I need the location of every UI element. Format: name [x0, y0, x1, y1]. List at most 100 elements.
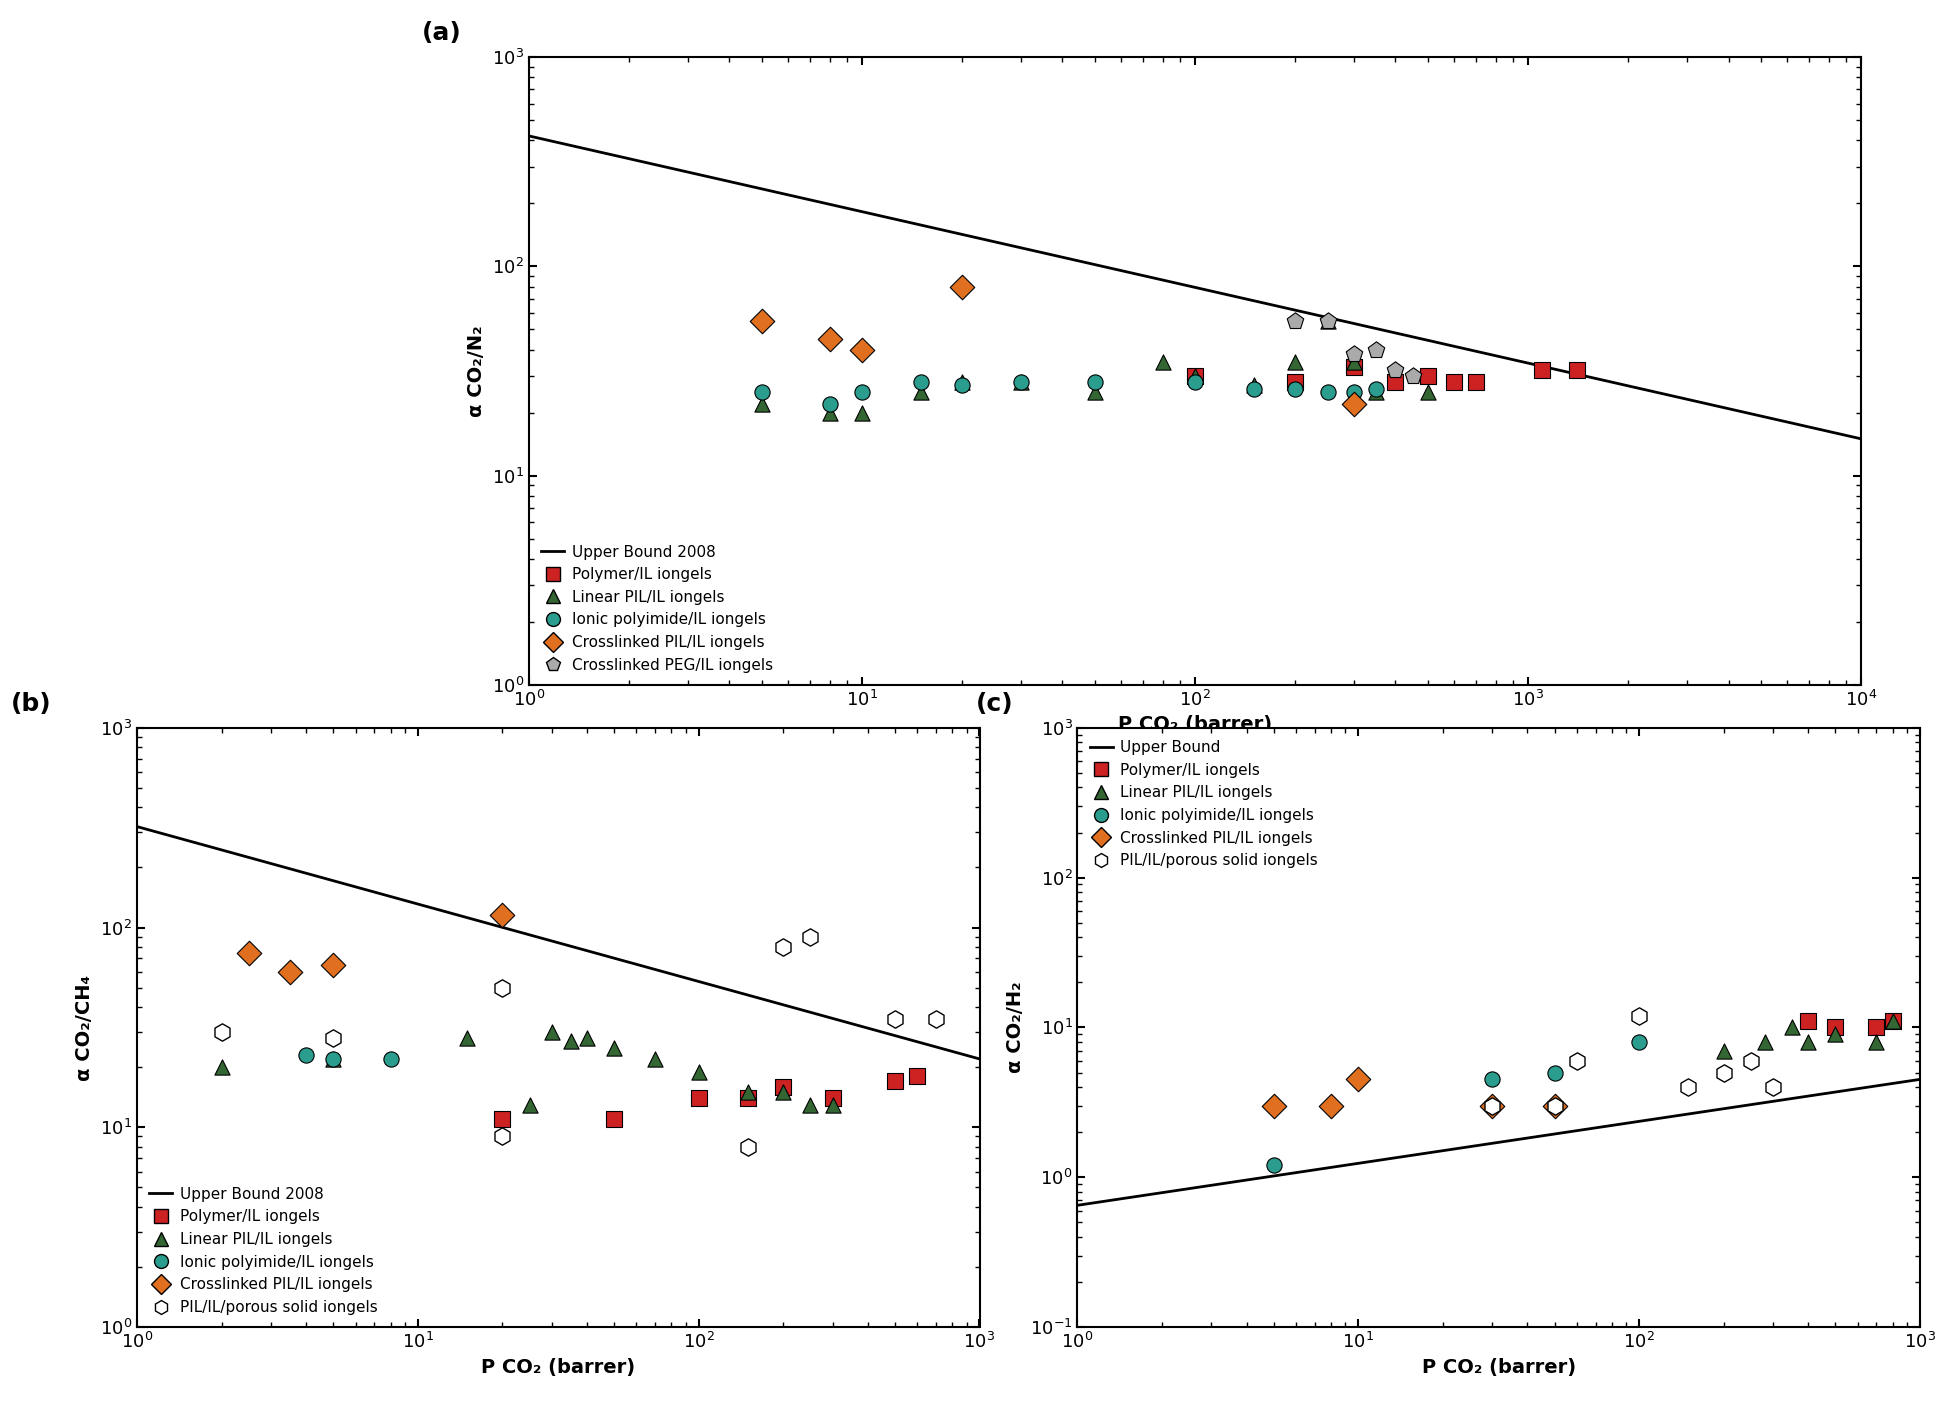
Point: [274, 960, 306, 983]
Point: [317, 1047, 349, 1070]
Legend: Upper Bound 2008, Polymer/IL iongels, Linear PIL/IL iongels, Ionic polyimide/IL : Upper Bound 2008, Polymer/IL iongels, Li…: [537, 539, 778, 678]
Point: [1461, 371, 1493, 394]
Point: [733, 1080, 764, 1103]
Text: (b): (b): [12, 692, 51, 716]
Point: [1477, 1095, 1508, 1117]
Point: [206, 1056, 237, 1079]
Point: [817, 1093, 848, 1116]
Point: [846, 401, 878, 424]
Point: [1540, 1095, 1571, 1117]
Legend: Upper Bound, Polymer/IL iongels, Linear PIL/IL iongels, Ionic polyimide/IL ionge: Upper Bound, Polymer/IL iongels, Linear …: [1085, 735, 1322, 873]
Point: [486, 905, 517, 928]
Point: [768, 1080, 799, 1103]
Point: [815, 328, 846, 351]
Point: [639, 1047, 670, 1070]
Point: [684, 1087, 715, 1110]
Point: [1561, 1049, 1593, 1072]
Point: [1792, 1010, 1824, 1033]
Point: [1757, 1076, 1789, 1099]
Y-axis label: α CO₂/N₂: α CO₂/N₂: [468, 325, 486, 417]
Point: [1179, 371, 1211, 394]
Point: [233, 940, 264, 963]
Point: [554, 1030, 586, 1053]
Text: (a): (a): [423, 20, 462, 44]
Point: [768, 1075, 799, 1097]
Point: [1477, 1095, 1508, 1117]
Point: [599, 1107, 631, 1130]
Point: [1360, 381, 1391, 404]
Point: [374, 1047, 406, 1070]
Point: [815, 392, 846, 415]
Point: [1777, 1016, 1808, 1039]
Point: [1624, 1030, 1655, 1053]
Point: [290, 1043, 321, 1066]
Point: [733, 1136, 764, 1159]
Text: (c): (c): [976, 692, 1015, 716]
Point: [1412, 364, 1444, 387]
Point: [1708, 1062, 1740, 1085]
Point: [905, 381, 936, 404]
Point: [1338, 355, 1369, 378]
Point: [1238, 374, 1269, 397]
Point: [795, 1093, 827, 1116]
Point: [817, 1087, 848, 1110]
Y-axis label: α CO₂/CH₄: α CO₂/CH₄: [76, 975, 94, 1080]
Point: [1736, 1049, 1767, 1072]
Point: [1079, 381, 1111, 404]
Point: [1820, 1023, 1851, 1046]
Point: [1258, 1095, 1289, 1117]
Point: [1397, 364, 1428, 387]
Point: [1749, 1030, 1781, 1053]
Point: [795, 925, 827, 948]
Point: [1079, 371, 1111, 394]
Point: [1438, 371, 1469, 394]
Point: [1708, 1039, 1740, 1062]
Point: [1820, 1016, 1851, 1039]
Point: [1238, 377, 1269, 400]
Point: [946, 371, 978, 394]
Point: [1877, 1010, 1908, 1033]
Point: [1477, 1067, 1508, 1090]
Point: [486, 976, 517, 999]
Point: [746, 310, 778, 332]
Point: [768, 936, 799, 959]
Point: [1314, 1095, 1346, 1117]
Point: [1148, 351, 1179, 374]
Point: [746, 381, 778, 404]
Point: [1338, 342, 1369, 365]
Point: [815, 401, 846, 424]
Point: [572, 1026, 603, 1049]
Legend: Upper Bound 2008, Polymer/IL iongels, Linear PIL/IL iongels, Ionic polyimide/IL : Upper Bound 2008, Polymer/IL iongels, Li…: [145, 1182, 382, 1320]
Point: [1279, 351, 1311, 374]
Point: [599, 1036, 631, 1059]
Point: [1412, 381, 1444, 404]
Point: [905, 371, 936, 394]
Point: [1379, 358, 1410, 381]
Point: [206, 1020, 237, 1043]
Point: [317, 1026, 349, 1049]
Point: [1338, 381, 1369, 404]
Point: [1279, 310, 1311, 332]
Point: [880, 1070, 911, 1093]
Point: [1561, 358, 1593, 381]
Point: [1179, 364, 1211, 387]
Point: [1338, 392, 1369, 415]
Point: [746, 392, 778, 415]
Point: [1338, 351, 1369, 374]
Point: [1861, 1016, 1892, 1039]
Point: [1313, 310, 1344, 332]
Point: [946, 275, 978, 298]
Point: [1005, 371, 1036, 394]
Point: [486, 1124, 517, 1147]
Point: [1624, 1005, 1655, 1027]
Point: [1313, 310, 1344, 332]
Point: [880, 1007, 911, 1030]
Point: [1279, 377, 1311, 400]
Point: [1792, 1030, 1824, 1053]
Point: [1313, 381, 1344, 404]
X-axis label: P CO₂ (barrer): P CO₂ (barrer): [1422, 1357, 1575, 1377]
X-axis label: P CO₂ (barrer): P CO₂ (barrer): [482, 1357, 635, 1377]
Point: [1673, 1076, 1704, 1099]
Point: [1005, 371, 1036, 394]
X-axis label: P CO₂ (barrer): P CO₂ (barrer): [1119, 715, 1271, 735]
